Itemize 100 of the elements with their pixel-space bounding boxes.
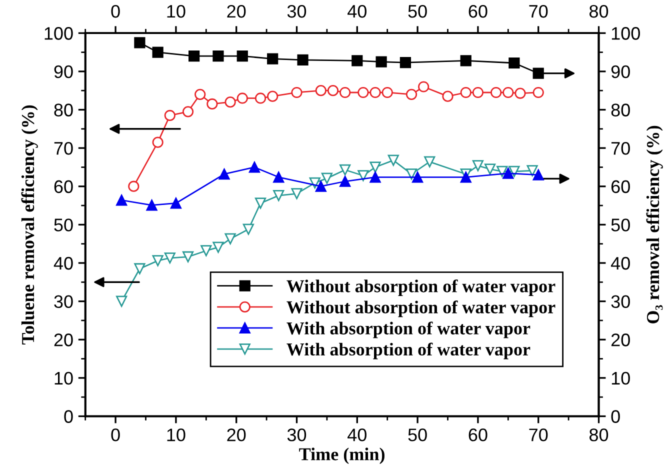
point <box>340 86 351 98</box>
point <box>224 96 236 108</box>
point <box>358 170 369 182</box>
point <box>315 180 326 192</box>
y-axis-title: Toluene removal efficiency (%) <box>21 105 38 344</box>
point <box>291 188 302 200</box>
point <box>242 224 254 235</box>
y-tick-label: 70 <box>54 142 73 155</box>
point <box>116 296 128 307</box>
legend-label: Without absorption of water vapor <box>286 279 556 296</box>
point <box>406 168 418 180</box>
point <box>188 50 200 62</box>
point <box>496 166 508 177</box>
point <box>134 37 146 48</box>
point <box>376 56 387 68</box>
point <box>490 86 502 98</box>
point <box>370 172 381 183</box>
point <box>460 172 472 183</box>
x2-tick-label: 10 <box>167 4 186 18</box>
point <box>508 57 520 69</box>
y-tick-label: 80 <box>54 104 73 116</box>
point <box>532 86 544 98</box>
point <box>236 92 248 104</box>
x2-tick-label: 80 <box>589 4 608 18</box>
point <box>200 245 212 256</box>
point <box>254 92 266 104</box>
point <box>460 86 472 98</box>
point <box>412 172 424 183</box>
y-tick-label: 50 <box>54 218 73 232</box>
point <box>116 194 128 206</box>
point <box>388 154 399 166</box>
y2-tick-label: 80 <box>611 104 630 116</box>
point <box>224 233 236 244</box>
x-axis-title: Time (min) <box>299 448 384 464</box>
y-tick-label: 0 <box>64 410 73 423</box>
y2-tick-label: 60 <box>611 180 630 194</box>
point <box>502 86 514 98</box>
y-tick-label: 90 <box>54 65 73 78</box>
point <box>218 168 230 180</box>
point <box>206 98 218 110</box>
point <box>321 172 333 184</box>
point <box>164 110 176 122</box>
point <box>526 165 538 176</box>
point <box>484 164 496 175</box>
x-tick-label: 30 <box>287 428 306 442</box>
point <box>340 164 351 176</box>
legend-label: Without absorption of water vapor <box>286 300 556 318</box>
point <box>382 86 393 98</box>
x2-tick-label: 60 <box>468 4 488 18</box>
y2-tick-label: 70 <box>611 142 630 155</box>
point <box>236 50 248 62</box>
point <box>424 156 436 168</box>
point <box>472 86 484 98</box>
point <box>267 53 278 64</box>
point <box>460 55 472 66</box>
point <box>146 200 158 211</box>
point <box>370 86 381 98</box>
y2-tick-label: 30 <box>611 295 630 308</box>
x-tick-label: 50 <box>408 428 427 442</box>
point <box>212 242 224 253</box>
point <box>128 180 140 192</box>
point <box>358 86 369 98</box>
x-tick-label: 60 <box>468 428 488 442</box>
point <box>327 85 339 96</box>
y2-tick-label: 10 <box>612 372 630 385</box>
legend-label: With absorption of water vapor <box>286 322 530 338</box>
x2-tick-label: 40 <box>348 4 366 18</box>
y-tick-label: 40 <box>54 256 73 270</box>
point <box>514 88 526 99</box>
point <box>182 106 194 118</box>
x2-tick-label: 20 <box>227 4 246 18</box>
y2-tick-label: 20 <box>611 334 630 346</box>
point <box>254 198 266 209</box>
x2-tick-label: 70 <box>529 4 548 18</box>
point <box>152 255 164 266</box>
y2-tick-label: 100 <box>612 27 640 40</box>
point <box>164 252 176 264</box>
point <box>340 176 351 187</box>
point <box>194 88 206 100</box>
point <box>267 90 278 102</box>
point <box>502 168 514 179</box>
point <box>418 81 430 92</box>
point <box>170 198 182 209</box>
y2-tick-label: 40 <box>610 256 630 270</box>
x2-tick-label: 50 <box>408 4 427 18</box>
point <box>508 166 520 177</box>
y-tick-label: 100 <box>44 27 73 40</box>
point <box>315 85 326 96</box>
y2-tick-label: 90 <box>611 65 630 78</box>
y-tick-label: 30 <box>54 295 73 308</box>
y2-tick-label: 50 <box>611 218 630 232</box>
point <box>273 172 284 183</box>
x-tick-label: 40 <box>348 428 366 442</box>
legend-label: With absorption of water vapor <box>286 342 530 360</box>
x2-tick-label: 30 <box>287 4 306 18</box>
x-tick-label: 20 <box>227 428 246 442</box>
y-tick-label: 60 <box>54 180 73 194</box>
y-tick-label: 10 <box>54 372 73 385</box>
point <box>297 54 308 66</box>
y2-axis-title: O₃ removal efficiency (%) <box>646 126 663 324</box>
